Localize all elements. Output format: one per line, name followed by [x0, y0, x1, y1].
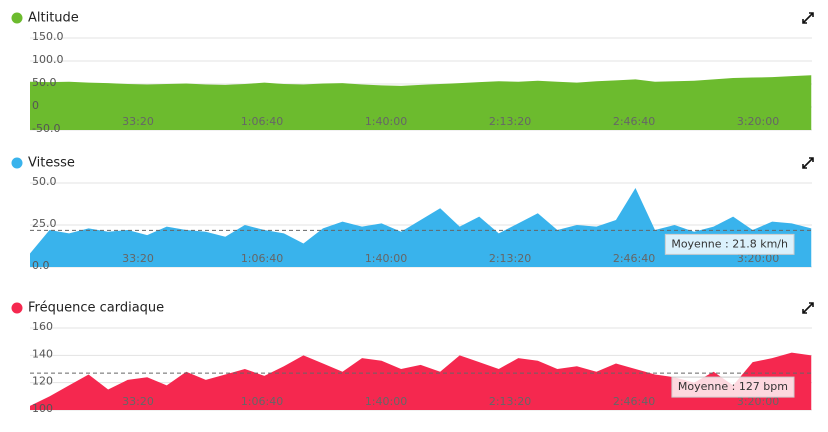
y-tick-label: 25.0 [32, 217, 57, 230]
y-tick-label: 0.0 [32, 259, 50, 272]
x-tick-label: 1:06:40 [241, 252, 283, 265]
y-tick-label: 50.0 [32, 76, 57, 89]
expand-icon[interactable] [802, 157, 814, 169]
x-tick-label: 33:20 [122, 252, 154, 265]
y-tick-label: 100.0 [32, 53, 64, 66]
legend-dot [11, 157, 23, 169]
mean-label-box [671, 376, 795, 398]
x-tick-label: 2:13:20 [489, 395, 531, 408]
area [30, 352, 812, 410]
mean-label: Moyenne : 127 bpm [678, 380, 788, 393]
chart-title: Altitude [28, 11, 79, 26]
x-tick-label: 3:20:00 [737, 115, 779, 128]
chart-title: Vitesse [28, 156, 75, 171]
y-tick-label: 50.0 [32, 175, 57, 188]
x-tick-label: 1:40:00 [365, 395, 407, 408]
x-tick-label: 1:06:40 [241, 115, 283, 128]
y-tick-label: 150.0 [32, 30, 64, 43]
chart-panel: Vitesse 33:20 1:06:40 1:40:00 2:13:20 2:46:40… [11, 156, 812, 272]
x-tick-label: 2:13:20 [489, 252, 531, 265]
x-tick-label: 3:20:00 [737, 252, 779, 265]
x-tick-label: 1:06:40 [241, 395, 283, 408]
chart-panel: Altitude 33:20 1:06:40 1:40:00 2:13:20 2:46:4… [11, 11, 812, 135]
x-tick-label: 3:20:00 [737, 395, 779, 408]
x-tick-label: 1:40:00 [365, 252, 407, 265]
mean-label: Moyenne : 21.8 km/h [671, 237, 788, 250]
x-tick-label: 2:13:20 [489, 115, 531, 128]
expand-arrows [802, 157, 814, 169]
x-tick-label: 2:46:40 [613, 252, 655, 265]
x-tick-label: 1:40:00 [365, 115, 407, 128]
x-tick-label: 33:20 [122, 395, 154, 408]
x-tick-label: 33:20 [122, 115, 154, 128]
y-tick-label: 160 [32, 320, 53, 333]
expand-icon[interactable] [802, 12, 814, 24]
expand-icon[interactable] [802, 302, 814, 314]
y-tick-label: 100 [32, 402, 53, 415]
legend-dot [11, 12, 23, 24]
chart-title: Fréquence cardiaque [28, 301, 164, 316]
legend-dot [11, 302, 23, 314]
y-tick-label: 120 [32, 375, 53, 388]
y-tick-label: 140 [32, 347, 53, 360]
area [30, 188, 812, 267]
y-tick-label: -50.0 [32, 122, 60, 135]
area [30, 75, 812, 130]
x-tick-label: 2:46:40 [613, 115, 655, 128]
expand-arrows [802, 12, 814, 24]
x-tick-label: 2:46:40 [613, 395, 655, 408]
chart-panel: Fréquence cardiaque 33:20 1:06:40 1:40:00 2:… [11, 301, 812, 415]
y-tick-label: 0 [32, 99, 39, 112]
mean-label-box [664, 233, 795, 255]
expand-arrows [802, 302, 814, 314]
